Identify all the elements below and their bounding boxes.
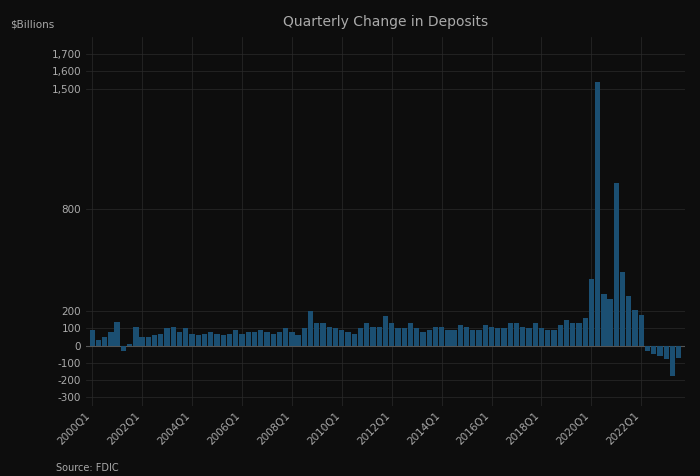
- Bar: [183, 328, 188, 346]
- Bar: [420, 332, 426, 346]
- Bar: [246, 332, 251, 346]
- Bar: [133, 327, 139, 346]
- Bar: [433, 327, 438, 346]
- Bar: [533, 323, 538, 346]
- Bar: [152, 336, 158, 346]
- Bar: [545, 330, 550, 346]
- Bar: [514, 323, 519, 346]
- Bar: [508, 323, 513, 346]
- Bar: [626, 296, 631, 346]
- Bar: [321, 323, 326, 346]
- Bar: [452, 330, 457, 346]
- Bar: [389, 323, 394, 346]
- Bar: [370, 327, 376, 346]
- Bar: [239, 334, 244, 346]
- Bar: [327, 327, 332, 346]
- Bar: [638, 315, 644, 346]
- Bar: [539, 328, 544, 346]
- Bar: [364, 323, 370, 346]
- Bar: [333, 328, 338, 346]
- Bar: [589, 279, 594, 346]
- Bar: [190, 334, 195, 346]
- Bar: [208, 332, 213, 346]
- Bar: [670, 346, 676, 376]
- Bar: [252, 332, 257, 346]
- Bar: [582, 318, 588, 346]
- Bar: [258, 330, 263, 346]
- Bar: [676, 346, 681, 358]
- Bar: [177, 332, 182, 346]
- Bar: [595, 82, 601, 346]
- Bar: [414, 328, 419, 346]
- Bar: [108, 332, 113, 346]
- Bar: [576, 323, 582, 346]
- Bar: [227, 334, 232, 346]
- Bar: [470, 330, 475, 346]
- Bar: [351, 334, 357, 346]
- Bar: [520, 327, 526, 346]
- Bar: [601, 294, 606, 346]
- Bar: [139, 337, 145, 346]
- Bar: [614, 183, 619, 346]
- Bar: [552, 330, 556, 346]
- Bar: [402, 328, 407, 346]
- Bar: [202, 334, 207, 346]
- Bar: [651, 346, 657, 354]
- Bar: [90, 330, 95, 346]
- Bar: [645, 346, 650, 351]
- Bar: [195, 336, 201, 346]
- Bar: [501, 328, 507, 346]
- Bar: [464, 327, 469, 346]
- Bar: [314, 323, 319, 346]
- Bar: [120, 346, 126, 351]
- Bar: [570, 323, 575, 346]
- Bar: [426, 330, 432, 346]
- Bar: [102, 337, 107, 346]
- Bar: [276, 332, 282, 346]
- Bar: [171, 327, 176, 346]
- Bar: [289, 332, 295, 346]
- Bar: [458, 325, 463, 346]
- Bar: [158, 334, 164, 346]
- Bar: [564, 320, 569, 346]
- Bar: [495, 328, 500, 346]
- Bar: [283, 328, 288, 346]
- Bar: [345, 332, 351, 346]
- Bar: [270, 334, 276, 346]
- Bar: [127, 344, 132, 346]
- Bar: [483, 325, 488, 346]
- Bar: [295, 336, 301, 346]
- Bar: [383, 317, 388, 346]
- Bar: [395, 328, 400, 346]
- Y-axis label: $Billions: $Billions: [10, 20, 54, 30]
- Bar: [489, 327, 494, 346]
- Bar: [96, 340, 101, 346]
- Title: Quarterly Change in Deposits: Quarterly Change in Deposits: [283, 15, 488, 29]
- Bar: [377, 327, 382, 346]
- Bar: [632, 309, 638, 346]
- Bar: [620, 272, 625, 346]
- Bar: [408, 323, 413, 346]
- Bar: [220, 336, 226, 346]
- Bar: [233, 330, 239, 346]
- Bar: [164, 328, 169, 346]
- Bar: [308, 311, 313, 346]
- Bar: [339, 330, 344, 346]
- Bar: [657, 346, 663, 356]
- Bar: [302, 328, 307, 346]
- Bar: [214, 334, 220, 346]
- Bar: [526, 328, 531, 346]
- Bar: [477, 330, 482, 346]
- Bar: [358, 328, 363, 346]
- Bar: [664, 346, 669, 359]
- Bar: [265, 332, 270, 346]
- Bar: [146, 337, 151, 346]
- Bar: [115, 322, 120, 346]
- Bar: [557, 325, 563, 346]
- Bar: [608, 299, 612, 346]
- Bar: [445, 330, 451, 346]
- Bar: [439, 327, 444, 346]
- Text: Source: FDIC: Source: FDIC: [56, 463, 118, 473]
